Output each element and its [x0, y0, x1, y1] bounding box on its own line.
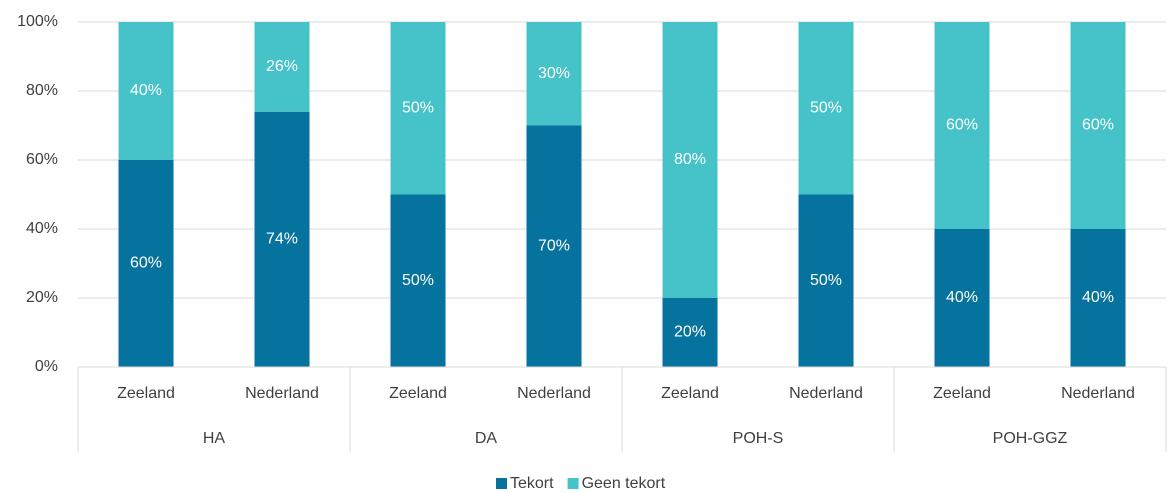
y-tick-label: 80% [26, 82, 58, 99]
bar-segment [1070, 229, 1126, 367]
x-tick-label: Nederland [789, 385, 863, 402]
value-label: 80% [674, 151, 706, 168]
bar-segment [254, 111, 310, 367]
group-label: HA [203, 430, 226, 447]
bar-segment [254, 22, 310, 112]
value-label: 50% [810, 272, 842, 289]
group-label: DA [475, 430, 498, 447]
value-label: 26% [266, 58, 298, 75]
y-tick-label: 20% [26, 289, 58, 306]
x-tick-label: Nederland [517, 385, 591, 402]
y-tick-label: 100% [17, 13, 58, 30]
group-label: POH-GGZ [993, 430, 1068, 447]
x-tick-label: Zeeland [117, 385, 175, 402]
value-label: 74% [266, 231, 298, 248]
bar-segment [798, 22, 854, 195]
x-tick-label: Nederland [245, 385, 319, 402]
value-label: 40% [946, 289, 978, 306]
legend-swatch [567, 478, 579, 489]
x-tick-label: Nederland [1061, 385, 1135, 402]
bar-segment [390, 22, 446, 195]
bar-segment [118, 160, 174, 367]
bar-segment [118, 22, 174, 160]
bar-segment [1070, 22, 1126, 229]
legend-label: Geen tekort [582, 475, 666, 492]
bar-segment [662, 22, 718, 298]
x-tick-label: Zeeland [933, 385, 991, 402]
value-label: 70% [538, 237, 570, 254]
group-label: POH-S [733, 430, 784, 447]
bar-segment [526, 22, 582, 126]
legend-swatch [496, 478, 507, 489]
bar-segment [390, 194, 446, 367]
x-tick-label: Zeeland [389, 385, 447, 402]
y-tick-label: 60% [26, 151, 58, 168]
bar-segment [934, 22, 990, 229]
y-tick-label: 0% [35, 358, 58, 375]
bar-segment [798, 194, 854, 367]
value-label: 30% [538, 65, 570, 82]
legend-label: Tekort [510, 475, 554, 492]
value-label: 20% [674, 324, 706, 341]
value-label: 60% [130, 255, 162, 272]
value-label: 40% [130, 82, 162, 99]
value-label: 40% [1082, 289, 1114, 306]
bar-segment [662, 298, 718, 367]
value-label: 50% [810, 99, 842, 116]
value-label: 60% [946, 117, 978, 134]
value-label: 60% [1082, 117, 1114, 134]
x-tick-label: Zeeland [661, 385, 719, 402]
value-label: 50% [402, 272, 434, 289]
y-tick-label: 40% [26, 220, 58, 237]
bar-segment [526, 125, 582, 367]
value-label: 50% [402, 99, 434, 116]
bar-segment [934, 229, 990, 367]
